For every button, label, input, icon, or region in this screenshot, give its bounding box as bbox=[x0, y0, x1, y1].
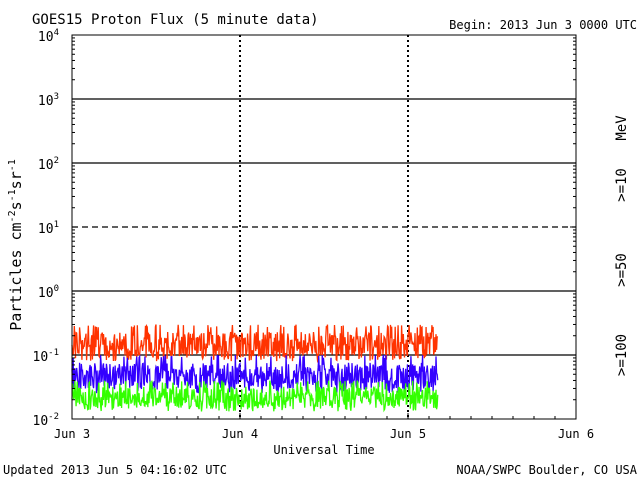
y-tick-label-4: 102 bbox=[38, 156, 59, 173]
series-line-1 bbox=[71, 354, 439, 394]
legend-label-2: >=10 bbox=[614, 168, 630, 202]
x-tick-label-0: Jun 3 bbox=[54, 427, 90, 441]
x-tick-label-2: Jun 5 bbox=[390, 427, 426, 441]
y-axis-ticks: 10-2 10-1 100 101 102 103 104 bbox=[33, 28, 576, 429]
y-tick-label-5: 103 bbox=[38, 92, 59, 109]
x-axis-ticks: Jun 3 Jun 4 Jun 5 Jun 6 bbox=[54, 413, 594, 441]
x-tick-label-3: Jun 6 bbox=[558, 427, 594, 441]
y-axis-label: Particles cm-2s-1sr-1 bbox=[7, 159, 25, 331]
legend-label-1: >=50 bbox=[614, 253, 630, 287]
y-tick-label-3: 101 bbox=[38, 220, 59, 237]
legend-unit: MeV bbox=[614, 115, 630, 141]
chart-title: GOES15 Proton Flux (5 minute data) bbox=[32, 12, 319, 28]
x-axis-label: Universal Time bbox=[273, 443, 374, 457]
credit-text: NOAA/SWPC Boulder, CO USA bbox=[456, 463, 637, 477]
y-tick-label-0: 10-2 bbox=[33, 412, 60, 429]
horizontal-lines bbox=[72, 98, 576, 356]
series-layer bbox=[71, 323, 439, 413]
y-tick-label-2: 100 bbox=[38, 284, 59, 301]
legend-label-0: >=100 bbox=[614, 334, 630, 376]
begin-date: Begin: 2013 Jun 3 0000 UTC bbox=[449, 18, 637, 32]
y-tick-label-6: 104 bbox=[38, 28, 59, 45]
x-tick-label-1: Jun 4 bbox=[222, 427, 258, 441]
series-line-0 bbox=[71, 323, 439, 364]
y-tick-label-1: 10-1 bbox=[33, 348, 60, 365]
legend: >=100 >=50 >=10 MeV bbox=[614, 115, 630, 376]
series-line-2 bbox=[71, 380, 439, 413]
updated-timestamp: Updated 2013 Jun 5 04:16:02 UTC bbox=[3, 463, 227, 477]
